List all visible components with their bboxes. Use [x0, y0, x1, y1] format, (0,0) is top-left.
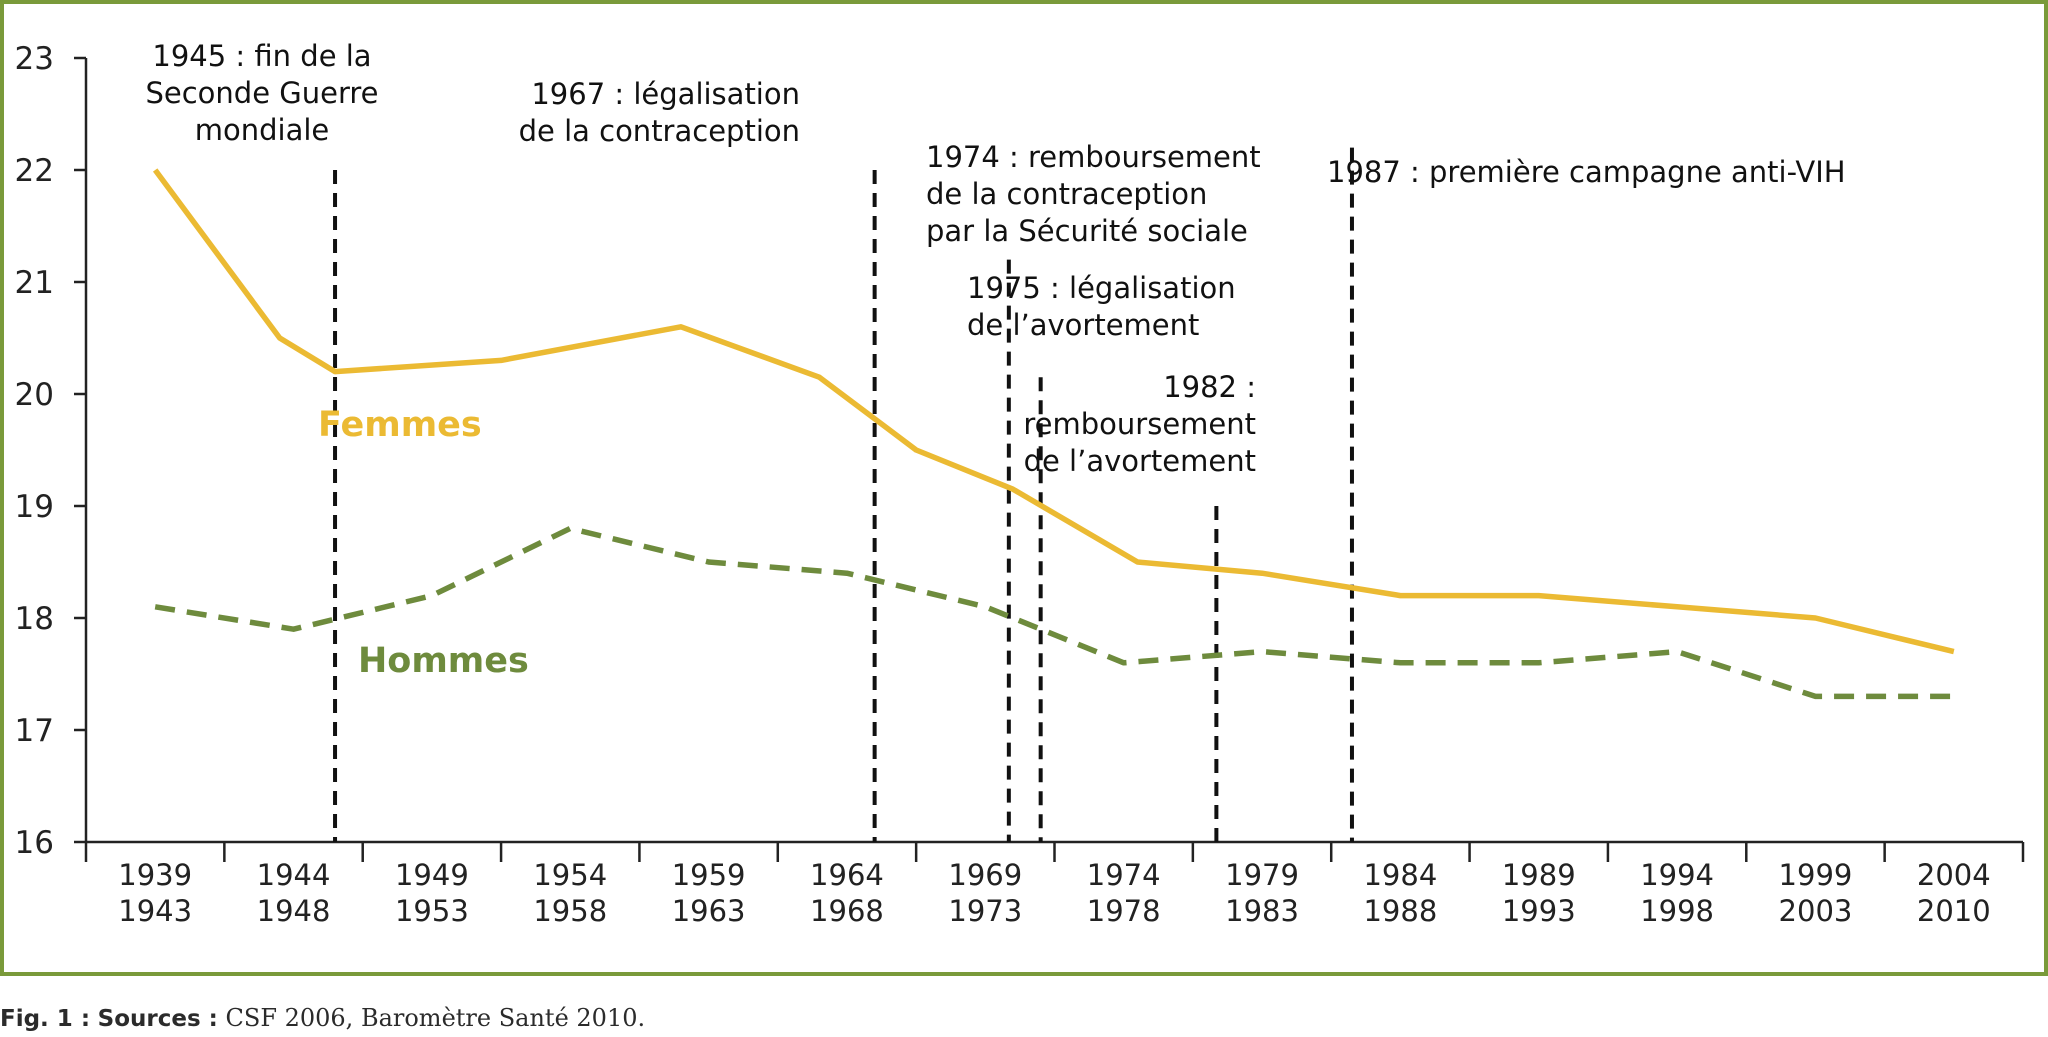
series-label-femmes: Femmes — [318, 405, 482, 445]
series-line-femmes — [152, 168, 1955, 655]
event-annotation: de l’avortement — [1024, 444, 1256, 478]
event-annotation: mondiale — [195, 113, 330, 147]
x-tick-label: 2004 — [1917, 858, 1991, 892]
x-tick-label: 1988 — [1363, 894, 1437, 928]
event-lines — [333, 147, 1354, 842]
event-annotation: remboursement — [1023, 407, 1256, 441]
series-line-hommes — [154, 525, 1954, 700]
event-annotation: 1974 : remboursement — [926, 140, 1261, 174]
x-tick-label: 1963 — [672, 894, 746, 928]
caption-fig: Fig. 1 : — [0, 1006, 91, 1032]
y-tick-label: 22 — [15, 153, 54, 189]
chart-border — [0, 0, 2048, 976]
x-tick-label: 1974 — [1087, 858, 1161, 892]
event-annotation: 1967 : légalisation — [531, 77, 800, 111]
x-tick-label: 1959 — [672, 858, 746, 892]
x-tick-label: 1948 — [257, 894, 331, 928]
x-tick-label: 1939 — [118, 858, 192, 892]
x-tick-label: 1989 — [1502, 858, 1576, 892]
y-tick-label: 20 — [15, 377, 54, 413]
event-annotation: 1945 : fin de la — [152, 39, 371, 73]
x-tick-label: 1999 — [1779, 858, 1853, 892]
event-annotation: 1975 : légalisation — [967, 271, 1236, 305]
y-tick-label: 21 — [15, 265, 54, 301]
x-tick-label: 1968 — [810, 894, 884, 928]
x-tick-label: 1944 — [257, 858, 331, 892]
x-tick-label: 1958 — [533, 894, 607, 928]
x-tick-label: 2003 — [1779, 894, 1853, 928]
event-annotation: de l’avortement — [967, 308, 1199, 342]
caption-text: CSF 2006, Baromètre Santé 2010. — [225, 1004, 646, 1032]
event-annotation: par la Sécurité sociale — [926, 214, 1248, 248]
x-tick-label: 1969 — [948, 858, 1022, 892]
series-lines — [152, 168, 1955, 700]
y-tick-label: 19 — [15, 489, 54, 525]
y-tick-label: 18 — [15, 601, 54, 637]
x-tick-label: 1978 — [1087, 894, 1161, 928]
x-tick-label: 1949 — [395, 858, 469, 892]
series-label-hommes: Hommes — [358, 641, 529, 681]
y-tick-label: 23 — [15, 41, 54, 77]
y-tick-label: 17 — [15, 713, 54, 749]
x-tick-label: 1998 — [1640, 894, 1714, 928]
x-tick-label: 1964 — [810, 858, 884, 892]
y-tick-label: 16 — [15, 825, 54, 861]
x-tick-label: 1973 — [948, 894, 1022, 928]
x-tick-label: 1954 — [533, 858, 607, 892]
x-tick-label: 2010 — [1917, 894, 1991, 928]
x-tick-label: 1983 — [1225, 894, 1299, 928]
figure-caption: Fig. 1 : Sources : CSF 2006, Baromètre S… — [0, 1004, 2048, 1037]
x-tick-label: 1953 — [395, 894, 469, 928]
x-tick-label: 1984 — [1363, 858, 1437, 892]
x-tick-label: 1979 — [1225, 858, 1299, 892]
event-annotation: 1982 : — [1163, 370, 1256, 404]
x-tick-label: 1993 — [1502, 894, 1576, 928]
event-annotation: Seconde Guerre — [145, 76, 378, 110]
event-annotation: de la contraception — [926, 177, 1207, 211]
x-tick-label: 1994 — [1640, 858, 1714, 892]
event-annotation: 1987 : première campagne anti-VIH — [1327, 155, 1846, 189]
caption-sources: Sources : — [97, 1006, 218, 1032]
event-annotation: de la contraception — [519, 114, 800, 148]
x-tick-label: 1943 — [118, 894, 192, 928]
